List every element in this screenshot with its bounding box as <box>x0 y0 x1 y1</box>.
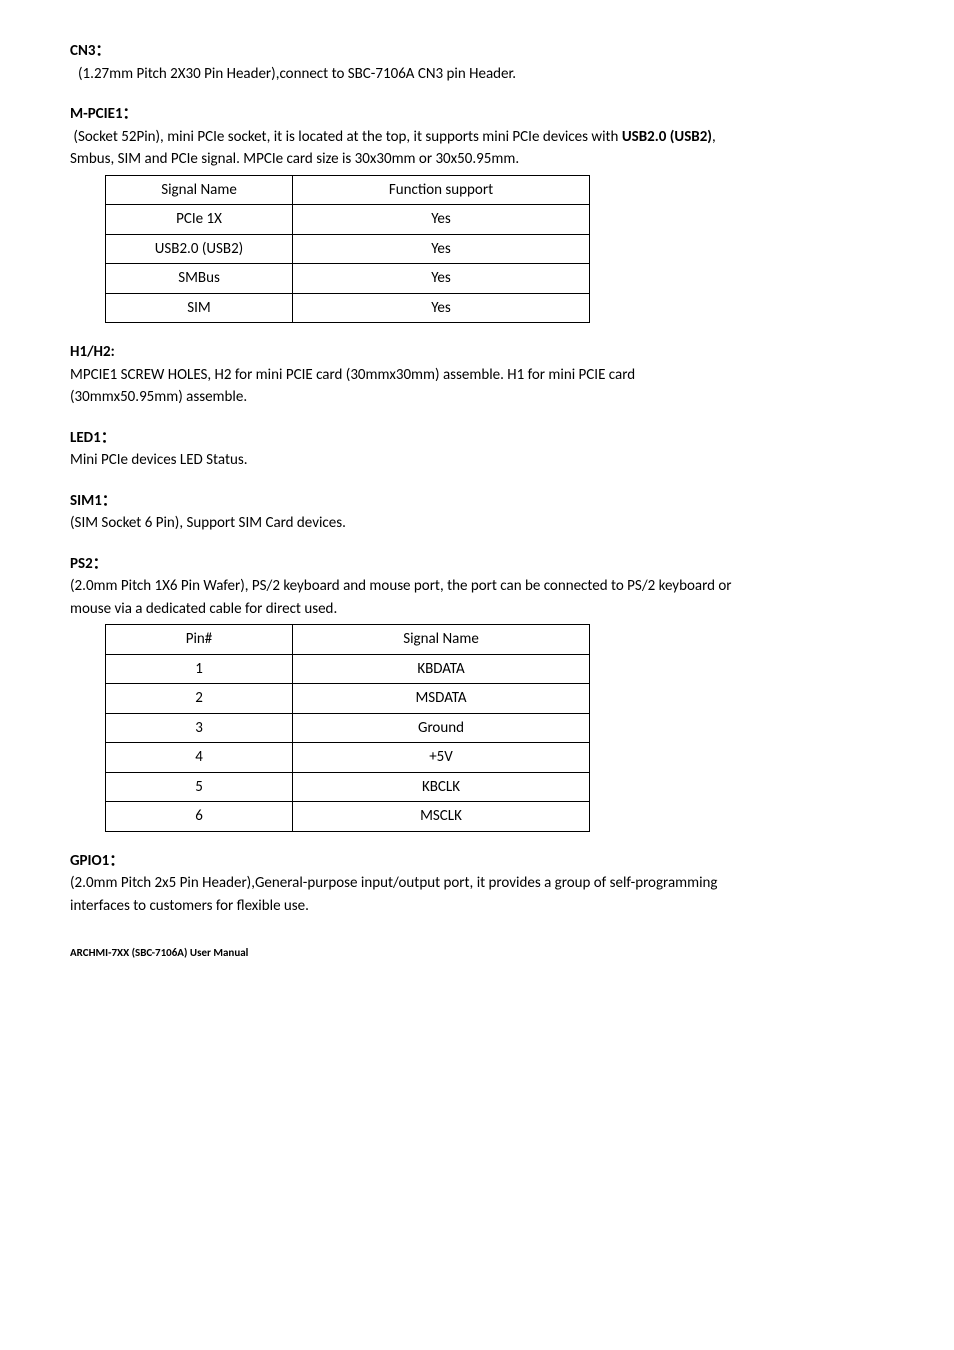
heading-ps2: PS2： <box>70 553 744 576</box>
table-cell: Ground <box>293 713 590 743</box>
table-cell: SMBus <box>106 264 293 294</box>
table-header-cell: Signal Name <box>293 625 590 655</box>
table-cell: 5 <box>106 772 293 802</box>
table-cell: Yes <box>293 234 590 264</box>
table-cell: KBDATA <box>293 654 590 684</box>
table-row: 5 KBCLK <box>106 772 590 802</box>
table-cell: PCIe 1X <box>106 205 293 235</box>
table-cell: Yes <box>293 264 590 294</box>
section-h1h2: H1/H2: MPCIE1 SCREW HOLES, H2 for mini P… <box>70 341 744 409</box>
table-cell: 1 <box>106 654 293 684</box>
table-cell: 3 <box>106 713 293 743</box>
table-cell: +5V <box>293 743 590 773</box>
table-row: Pin# Signal Name <box>106 625 590 655</box>
table-header-cell: Function support <box>293 175 590 205</box>
heading-cn3: CN3： <box>70 40 744 63</box>
mpcie1-body-bold: USB2.0 (USB2) <box>622 128 712 146</box>
body-cn3: (1.27mm Pitch 2X30 Pin Header),connect t… <box>70 63 744 86</box>
table-cell: SIM <box>106 293 293 323</box>
table-row: Signal Name Function support <box>106 175 590 205</box>
table-row: 3 Ground <box>106 713 590 743</box>
table-row: 1 KBDATA <box>106 654 590 684</box>
heading-led1: LED1： <box>70 427 744 450</box>
table-header-cell: Pin# <box>106 625 293 655</box>
table-row: 6 MSCLK <box>106 802 590 832</box>
table-mpcie1: Signal Name Function support PCIe 1X Yes… <box>105 175 590 324</box>
table-header-cell: Signal Name <box>106 175 293 205</box>
body-sim1: (SIM Socket 6 Pin), Support SIM Card dev… <box>70 512 744 535</box>
heading-sim1: SIM1： <box>70 490 744 513</box>
table-cell: 2 <box>106 684 293 714</box>
section-ps2: PS2： (2.0mm Pitch 1X6 Pin Wafer), PS/2 k… <box>70 553 744 832</box>
table-cell: KBCLK <box>293 772 590 802</box>
body-gpio1: (2.0mm Pitch 2x5 Pin Header),General-pur… <box>70 872 744 917</box>
table-row: SMBus Yes <box>106 264 590 294</box>
heading-h1h2: H1/H2: <box>70 341 744 364</box>
section-led1: LED1： Mini PCIe devices LED Status. <box>70 427 744 472</box>
table-cell: MSDATA <box>293 684 590 714</box>
body-h1h2: MPCIE1 SCREW HOLES, H2 for mini PCIE car… <box>70 364 744 409</box>
table-ps2: Pin# Signal Name 1 KBDATA 2 MSDATA 3 Gro… <box>105 624 590 832</box>
section-gpio1: GPIO1： (2.0mm Pitch 2x5 Pin Header),Gene… <box>70 850 744 918</box>
heading-gpio1: GPIO1： <box>70 850 744 873</box>
table-row: 4 +5V <box>106 743 590 773</box>
table-row: 2 MSDATA <box>106 684 590 714</box>
table-cell: 4 <box>106 743 293 773</box>
section-mpcie1: M-PCIE1： (Socket 52Pin), mini PCIe socke… <box>70 103 744 323</box>
section-cn3: CN3： (1.27mm Pitch 2X30 Pin Header),conn… <box>70 40 744 85</box>
mpcie1-body-pre: (Socket 52Pin), mini PCIe socket, it is … <box>73 128 621 146</box>
table-cell: Yes <box>293 293 590 323</box>
section-sim1: SIM1： (SIM Socket 6 Pin), Support SIM Ca… <box>70 490 744 535</box>
table-cell: USB2.0 (USB2) <box>106 234 293 264</box>
table-row: PCIe 1X Yes <box>106 205 590 235</box>
footer-text: ARCHMI-7XX (SBC-7106A) User Manual <box>70 945 744 962</box>
table-cell: 6 <box>106 802 293 832</box>
table-cell: Yes <box>293 205 590 235</box>
body-mpcie1: (Socket 52Pin), mini PCIe socket, it is … <box>70 126 744 171</box>
table-row: USB2.0 (USB2) Yes <box>106 234 590 264</box>
body-ps2: (2.0mm Pitch 1X6 Pin Wafer), PS/2 keyboa… <box>70 575 744 620</box>
table-row: SIM Yes <box>106 293 590 323</box>
table-cell: MSCLK <box>293 802 590 832</box>
heading-mpcie1: M-PCIE1： <box>70 103 744 126</box>
body-led1: Mini PCIe devices LED Status. <box>70 449 744 472</box>
